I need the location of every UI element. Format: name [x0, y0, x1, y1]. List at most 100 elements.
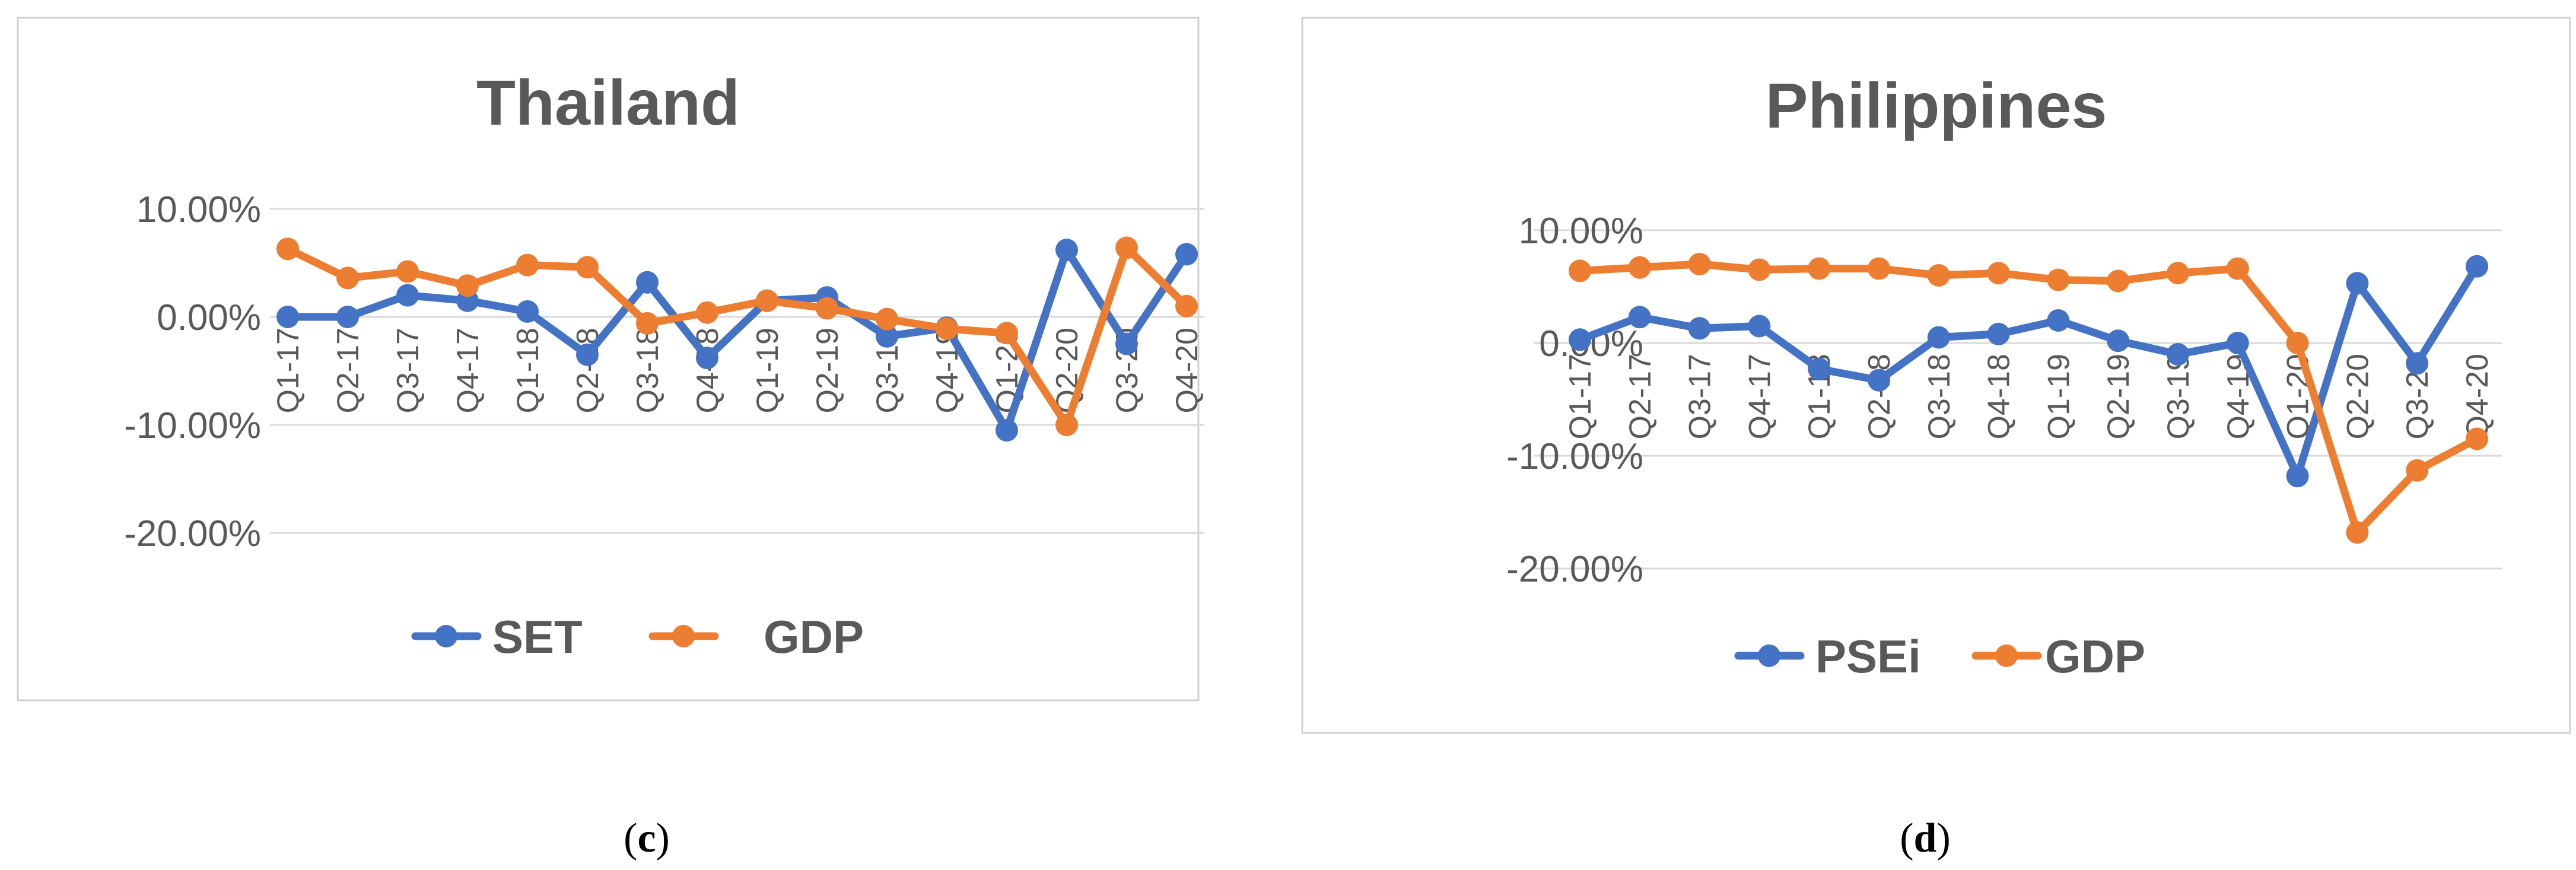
data-point — [1748, 258, 1771, 281]
data-point — [2226, 332, 2249, 354]
x-tick-label: Q1-18 — [511, 328, 545, 414]
data-point — [1175, 243, 1198, 266]
panel-philippines: Philippines 10.00% 0.00% -10.00% -20.00% Q1-1… — [1301, 17, 2571, 861]
data-point — [2226, 257, 2249, 280]
legend-label: PSEi — [1815, 630, 1921, 682]
data-point — [1628, 256, 1651, 279]
data-point — [1987, 322, 2010, 345]
x-tick-label: Q4-17 — [451, 328, 485, 414]
x-tick-label: Q2-19 — [810, 328, 845, 414]
data-point — [1115, 236, 1138, 259]
legend-marker — [1995, 644, 2018, 667]
x-tick-label: Q4-20 — [2460, 354, 2495, 440]
data-point — [1868, 369, 1890, 392]
y-tick-label: -20.00% — [124, 513, 261, 554]
x-tick-label: Q4-20 — [1170, 328, 1204, 414]
data-point — [1569, 259, 1591, 282]
data-point — [996, 419, 1018, 442]
x-tick-label: Q2-19 — [2101, 354, 2136, 440]
data-point — [336, 266, 359, 290]
panel-caption: (c) — [624, 815, 670, 861]
data-point — [936, 317, 958, 341]
data-point — [276, 237, 299, 261]
data-point — [2167, 343, 2189, 366]
legend-label: GDP — [764, 611, 864, 663]
data-point — [876, 325, 898, 348]
series-line-psei — [1576, 262, 2481, 480]
x-tick-label: Q2-17 — [331, 328, 365, 414]
caption-close: ) — [1936, 815, 1950, 861]
data-point — [2466, 427, 2488, 450]
data-point — [696, 347, 718, 370]
data-point — [1055, 239, 1078, 262]
data-point — [2047, 268, 2070, 291]
x-tick-label: Q2-20 — [2340, 354, 2375, 440]
data-point — [336, 306, 359, 328]
y-tick-label: 0.00% — [1539, 323, 1643, 364]
data-point — [516, 300, 539, 323]
x-tick-label: Q4-17 — [1742, 354, 1777, 440]
data-point — [1927, 264, 1950, 287]
data-point — [2107, 269, 2130, 293]
data-point — [2167, 262, 2189, 285]
x-tick-label: Q1-19 — [750, 328, 785, 414]
caption-open: ( — [1900, 815, 1913, 861]
data-point — [636, 312, 659, 335]
x-tick-label: Q4-19 — [930, 328, 965, 414]
data-point — [2107, 329, 2130, 353]
legend-marker — [1758, 644, 1780, 667]
caption-letter: c — [637, 815, 656, 861]
data-point — [2047, 309, 2070, 332]
panel-caption: (d) — [1900, 815, 1951, 861]
data-point — [2466, 255, 2488, 278]
data-point — [1569, 328, 1591, 351]
y-tick-label: 0.00% — [157, 297, 261, 338]
data-point — [1987, 262, 2010, 285]
x-tick-label: Q3-19 — [2161, 354, 2196, 440]
caption-open: ( — [624, 815, 637, 861]
data-point — [2346, 521, 2369, 544]
data-point — [1628, 306, 1651, 329]
chart-title: Philippines — [1765, 69, 2107, 141]
data-point — [576, 256, 599, 279]
legend-marker — [672, 625, 695, 647]
data-point — [996, 322, 1018, 345]
x-tick-label: Q1-17 — [271, 328, 306, 414]
panel-thailand: Thailand 10.00% 0.00% -10.00% -20.00% Q1-17 Q2… — [17, 17, 1204, 861]
data-point — [396, 260, 419, 283]
data-point — [1808, 357, 1831, 380]
legend-label: GDP — [2045, 630, 2145, 682]
data-point — [456, 274, 479, 297]
y-tick-label: 10.00% — [136, 189, 261, 230]
data-point — [1055, 414, 1078, 436]
data-point — [636, 271, 659, 294]
y-tick-label: -10.00% — [1506, 436, 1643, 477]
data-point — [1688, 317, 1711, 340]
y-tick-label: 10.00% — [1519, 211, 1643, 252]
x-tick-label: Q1-17 — [1563, 354, 1598, 440]
series-line-set — [284, 246, 1191, 434]
x-tick-label: Q3-17 — [1683, 354, 1718, 440]
x-tick-label: Q1-19 — [2041, 354, 2076, 440]
x-tick-label: Q3-17 — [391, 328, 425, 414]
data-point — [516, 253, 539, 277]
data-point — [1808, 257, 1831, 280]
y-tick-label: -10.00% — [124, 405, 261, 446]
panel-frame — [17, 17, 1200, 701]
data-point — [1175, 294, 1198, 317]
data-point — [2346, 272, 2369, 295]
x-tick-label: Q2-17 — [1623, 354, 1658, 440]
data-point — [2286, 465, 2309, 488]
data-point — [756, 289, 778, 312]
x-tick-label: Q3-18 — [631, 328, 665, 414]
panel-frame — [1301, 17, 2571, 734]
data-point — [1927, 326, 1950, 349]
data-point — [276, 306, 299, 328]
data-point — [2406, 352, 2429, 375]
data-point — [576, 343, 599, 366]
data-point — [696, 301, 718, 324]
data-point — [2406, 459, 2429, 482]
data-point — [1115, 332, 1138, 355]
legend-label: SET — [492, 611, 583, 663]
data-point — [1868, 257, 1890, 280]
